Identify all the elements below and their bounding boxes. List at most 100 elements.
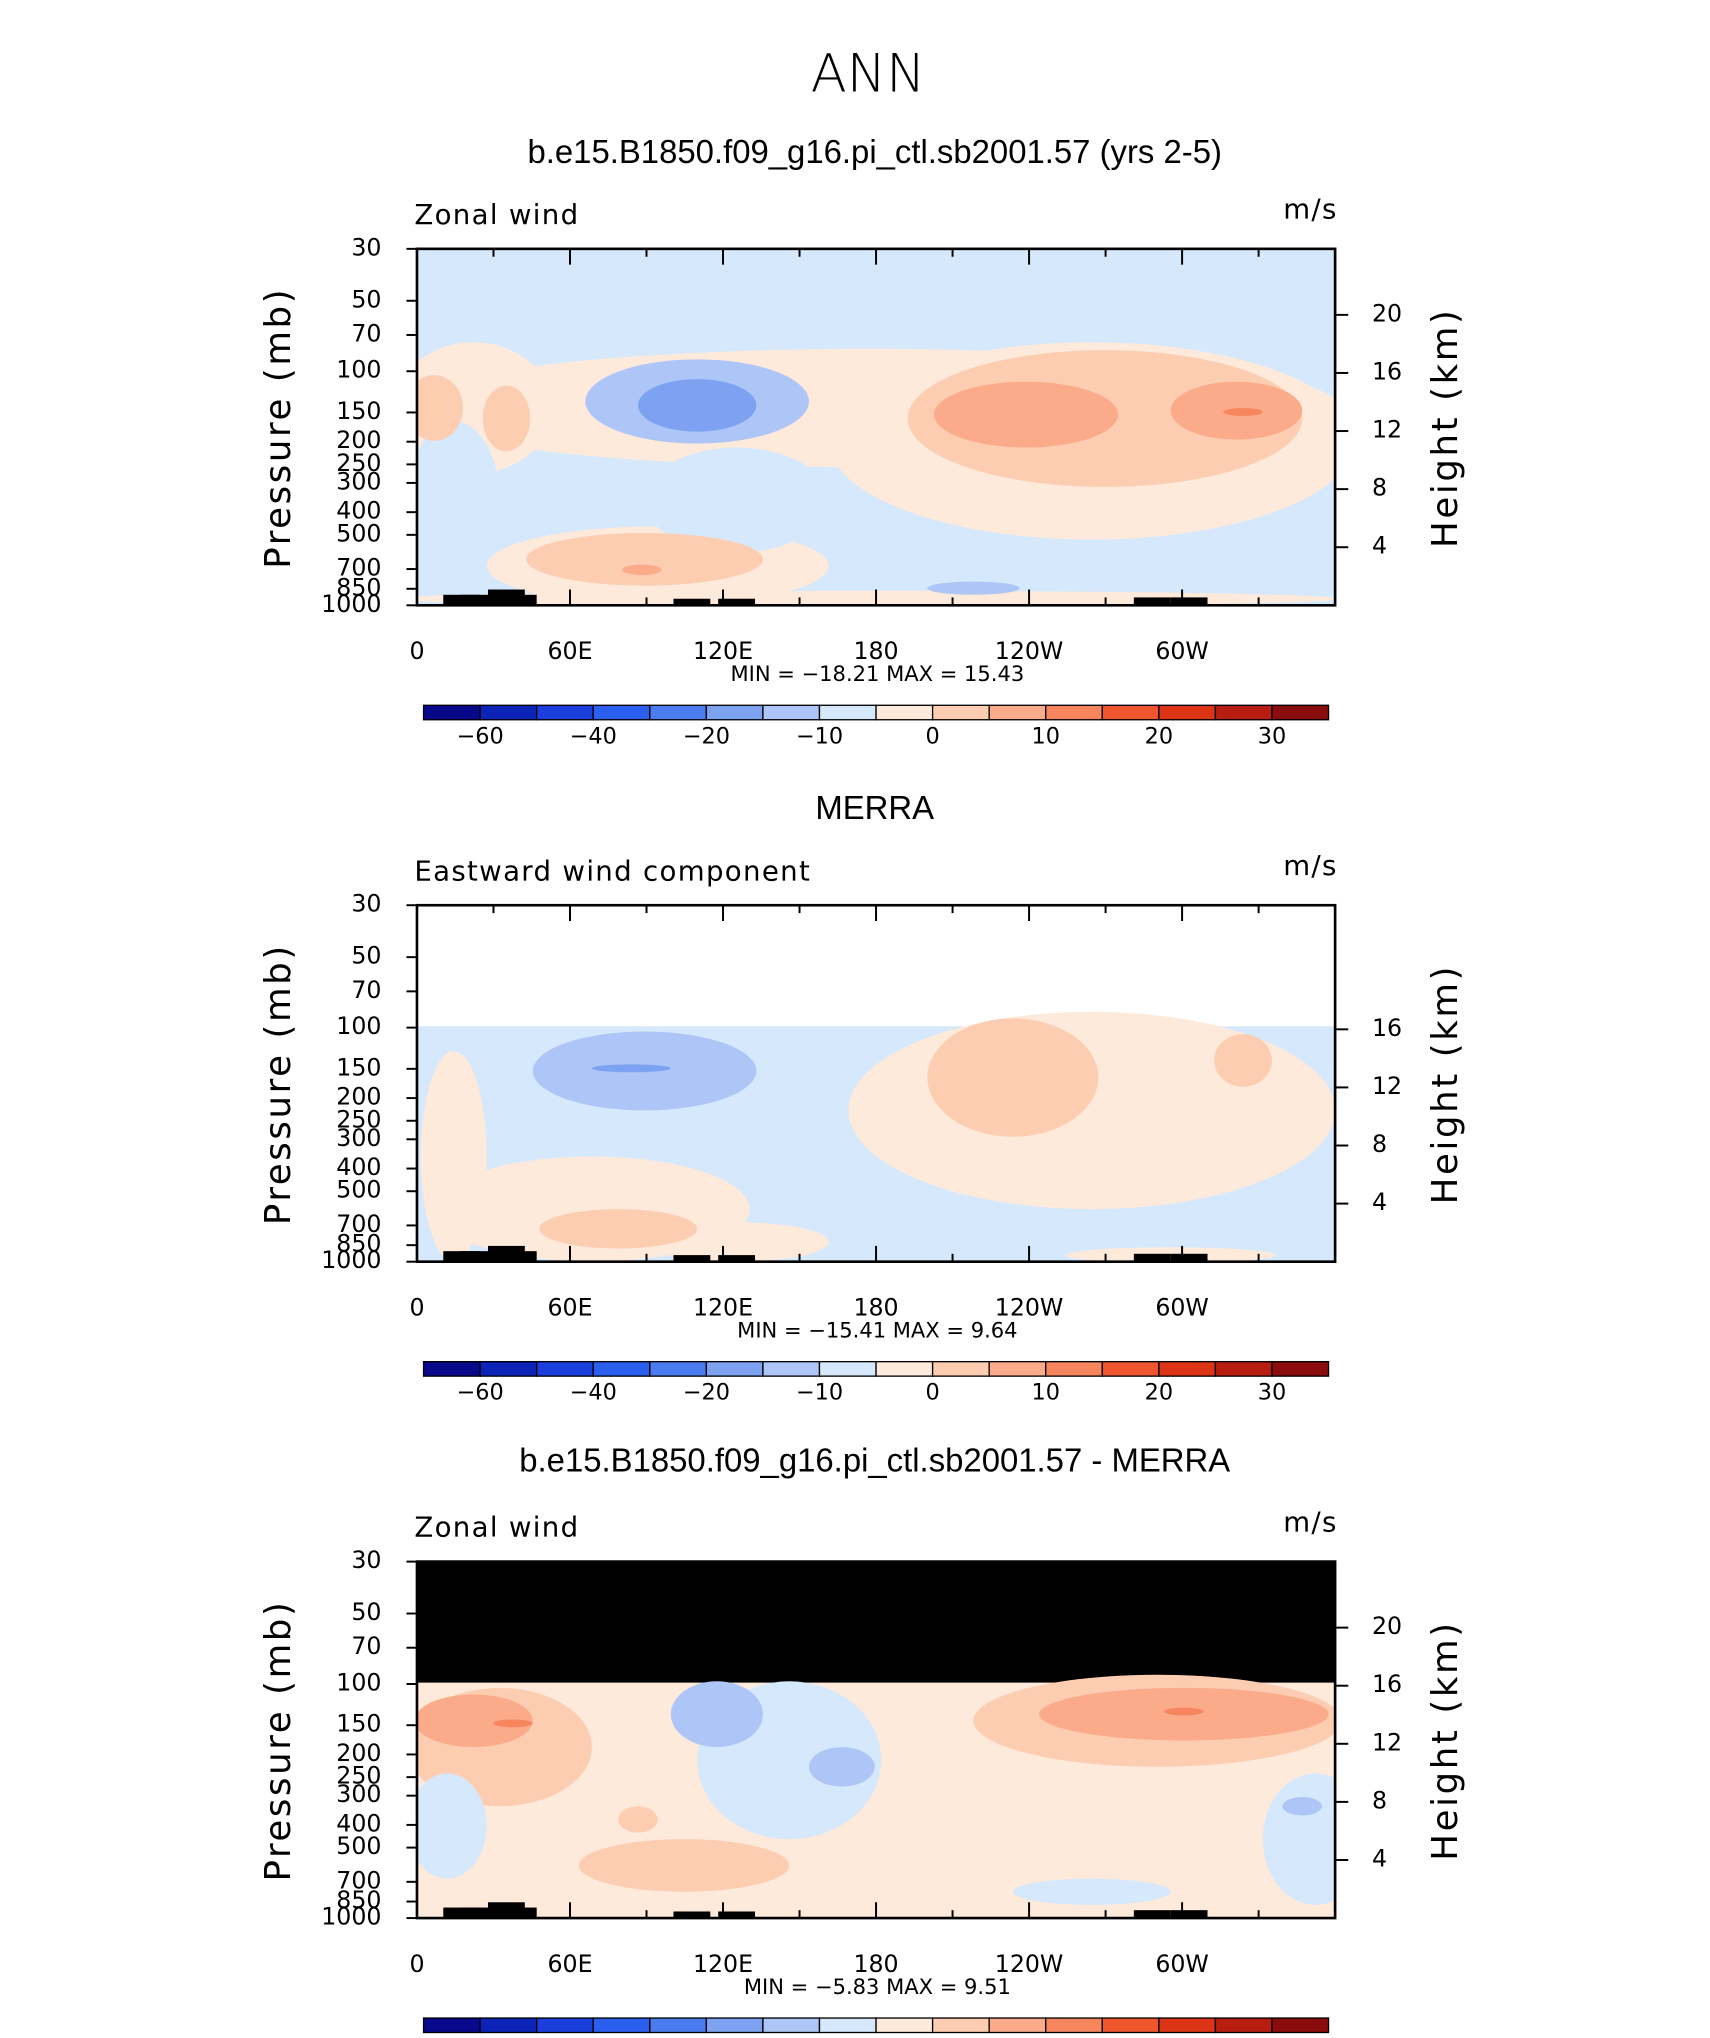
y-tick-label: 300 — [336, 1124, 381, 1152]
units: m/s — [1283, 1505, 1338, 1538]
colorbar-box — [479, 1361, 538, 1377]
y-tick-label: 200 — [336, 426, 381, 454]
y-tick-label: 30 — [351, 233, 381, 261]
panel-title: b.e15.B1850.f09_g16.pi_ctl.sb2001.57 - M… — [519, 1442, 1230, 1479]
colorbar-label: 10 — [1032, 1380, 1060, 1406]
panel-title: MERRA — [815, 789, 934, 826]
colorbar-label: −60 — [457, 723, 504, 749]
y-tick-label: 400 — [336, 497, 381, 525]
y-axis-label: Pressure (mb) — [258, 287, 299, 569]
y-tick-label: 700 — [336, 1866, 381, 1894]
panel: b.e15.B1850.f09_g16.pi_ctl.sb2001.57 (yr… — [258, 133, 1466, 750]
contour-fill — [1214, 1034, 1272, 1087]
colorbar-box — [1101, 704, 1160, 721]
y-tick-label: 300 — [336, 467, 381, 495]
y-tick-label: 150 — [336, 1053, 381, 1081]
contour-fill — [670, 1681, 763, 1748]
colorbar-box — [1045, 704, 1103, 721]
contour-fill — [637, 379, 757, 432]
topography — [1133, 597, 1171, 606]
x-tick-label: 60E — [547, 637, 592, 665]
contour-fill — [493, 1719, 533, 1728]
colorbar-label: −20 — [683, 1380, 730, 1406]
y2-tick-label: 8 — [1372, 1130, 1387, 1158]
colorbar-label: 0 — [925, 723, 939, 749]
contour-fill — [1164, 1707, 1204, 1716]
colorbar-label: 18 — [1258, 2036, 1286, 2038]
y-tick-label: 500 — [336, 1176, 381, 1204]
topography — [673, 598, 711, 606]
y2-tick-label: 12 — [1372, 1728, 1402, 1756]
y-tick-label: 70 — [351, 976, 381, 1004]
x-tick-label: 180 — [853, 1294, 898, 1322]
colorbar-box — [536, 1361, 594, 1377]
units: m/s — [1283, 849, 1338, 882]
colorbar-box — [592, 1361, 651, 1377]
x-tick-label: 60E — [547, 1294, 592, 1322]
y-tick-label: 70 — [351, 319, 381, 347]
colorbar-box — [931, 704, 990, 721]
y-tick-label: 500 — [336, 519, 381, 547]
contour-fill — [482, 385, 531, 452]
contour-fill — [927, 1018, 1099, 1137]
y2-tick-label: 16 — [1372, 1014, 1402, 1042]
x-tick-label: 120E — [693, 1950, 753, 1978]
contour-fill — [539, 1209, 698, 1249]
colorbar-label: −18 — [457, 2036, 504, 2038]
x-tick-label: 60E — [547, 1950, 592, 1978]
y-tick-label: 1000 — [321, 590, 381, 618]
units: m/s — [1283, 193, 1338, 226]
colorbar-label: 0 — [869, 2036, 883, 2038]
colorbar-label: −15 — [513, 2036, 560, 2038]
x-tick-label: 120E — [693, 637, 753, 665]
y-tick-label: 1000 — [321, 1246, 381, 1274]
y-tick-label: 400 — [336, 1809, 381, 1837]
colorbar-box — [422, 2017, 481, 2034]
y-tick-label: 50 — [351, 1598, 381, 1626]
y-tick-label: 1000 — [321, 1903, 381, 1931]
y-tick-label: 700 — [336, 554, 381, 582]
colorbar-box — [988, 704, 1047, 721]
topography — [673, 1911, 711, 1919]
y-axis-label: Pressure (mb) — [258, 943, 299, 1225]
colorbar-box — [649, 2017, 708, 2034]
colorbar-label: 20 — [1145, 723, 1173, 749]
colorbar-box — [762, 704, 821, 721]
colorbar-label: −12 — [570, 2036, 617, 2038]
colorbar-box — [1214, 2017, 1273, 2034]
colorbar-label: −9 — [633, 2036, 666, 2038]
colorbar-label: −40 — [570, 1380, 617, 1406]
y-tick-label: 850 — [336, 573, 381, 601]
colorbar-label: −40 — [570, 723, 617, 749]
contour-fill — [618, 1806, 658, 1833]
left-string: Eastward wind component — [414, 854, 811, 887]
colorbar-label: 30 — [1258, 1380, 1286, 1406]
colorbar-label: 1 — [925, 2036, 939, 2038]
colorbar-label: 0 — [925, 1380, 939, 1406]
x-tick-label: 0 — [409, 1950, 424, 1978]
y-tick-label: 700 — [336, 1210, 381, 1238]
y-tick-label: 150 — [336, 1710, 381, 1738]
y2-axis-label: Height (km) — [1425, 1620, 1466, 1860]
colorbar-box — [1214, 1361, 1273, 1377]
plot-area — [416, 248, 1336, 606]
colorbar-box — [875, 2017, 934, 2034]
colorbar-box — [762, 2017, 821, 2034]
colorbar-box — [536, 704, 594, 721]
plot-area — [416, 1561, 1336, 1919]
x-tick-label: 0 — [409, 1294, 424, 1322]
colorbar-box — [1271, 704, 1330, 721]
contour-fill — [591, 1064, 671, 1073]
colorbar-label: 12 — [1145, 2036, 1173, 2038]
colorbar-box — [818, 704, 877, 721]
y2-tick-label: 20 — [1372, 1612, 1402, 1640]
topography — [1170, 1910, 1208, 1919]
x-tick-label: 120W — [995, 1294, 1064, 1322]
colorbar-label: −1 — [803, 2036, 836, 2038]
y2-tick-label: 8 — [1372, 474, 1387, 502]
y-tick-label: 250 — [336, 1762, 381, 1790]
y2-tick-label: 12 — [1372, 1072, 1402, 1100]
colorbar-box — [1271, 1361, 1330, 1377]
y-tick-label: 200 — [336, 1739, 381, 1767]
